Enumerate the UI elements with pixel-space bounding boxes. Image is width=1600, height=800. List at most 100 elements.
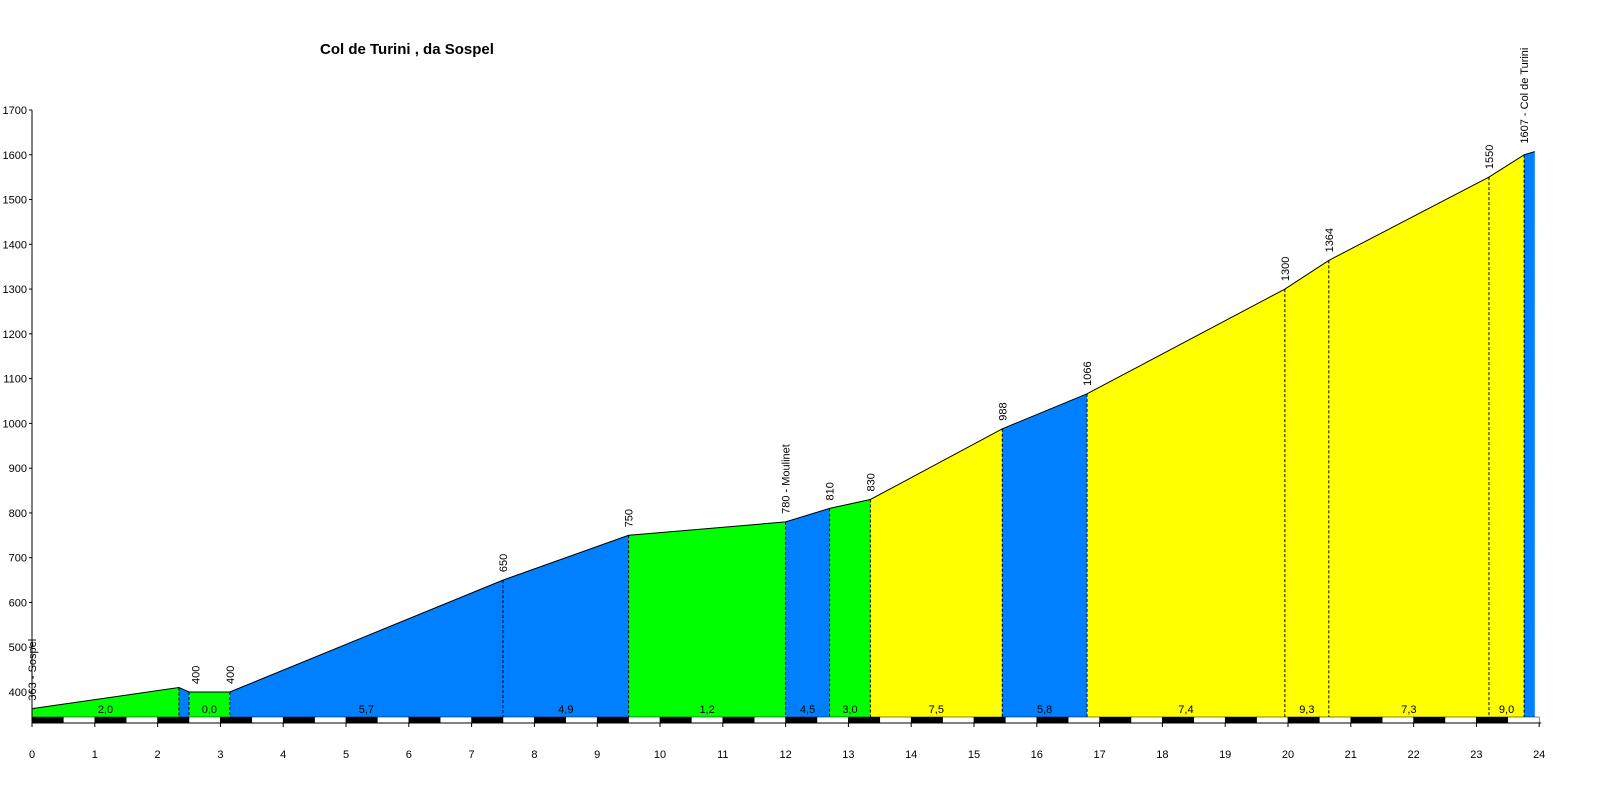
km-block — [973, 716, 1006, 724]
km-block — [439, 716, 472, 724]
x-tick-label: 10 — [654, 749, 666, 761]
segment-fill-1 — [178, 687, 189, 718]
segment-dividers — [178, 154, 1525, 718]
segment-fill-9 — [1002, 393, 1088, 718]
km-block — [408, 716, 441, 724]
km-block — [534, 716, 567, 724]
km-scale-bar — [31, 716, 1540, 724]
x-tick-label: 23 — [1470, 749, 1482, 761]
x-tick-label: 19 — [1219, 749, 1231, 761]
km-block — [188, 716, 221, 724]
km-block — [1256, 716, 1289, 724]
x-tick-label: 6 — [406, 749, 412, 761]
km-block — [282, 716, 315, 724]
gradient-label: 9,0 — [1499, 704, 1514, 716]
segment-fill-12 — [1328, 177, 1489, 719]
elevation-label: 1607 - Col de Turini — [1519, 48, 1531, 144]
x-tick-label: 17 — [1093, 749, 1105, 761]
km-block — [1099, 716, 1132, 724]
elevation-label: 1066 — [1082, 361, 1094, 385]
gradient-label: 4,9 — [558, 704, 573, 716]
gradient-labels: 2,0 0,0 5,7 4,9 1,2 4,5 3,0 7,5 5,8 7,4 9,3 7,3 9,0 — [98, 704, 1514, 716]
km-block — [1413, 716, 1446, 724]
gradient-label: 1,2 — [699, 704, 714, 716]
elevation-label: 1364 — [1324, 228, 1336, 252]
km-block — [691, 716, 724, 724]
km-block — [377, 716, 410, 724]
km-block — [1444, 716, 1477, 724]
km-block — [785, 716, 818, 724]
km-block — [816, 716, 849, 724]
y-tick-label: 1700 — [3, 105, 27, 117]
km-block — [753, 716, 786, 724]
km-block — [910, 716, 943, 724]
x-tick-label: 16 — [1031, 749, 1043, 761]
segment-fill-13 — [1488, 154, 1525, 719]
km-block — [565, 716, 598, 724]
x-tick-label: 11 — [717, 749, 728, 761]
x-tick-label: 18 — [1156, 749, 1168, 761]
elevation-label: 400 — [190, 666, 202, 684]
axes: 4005006007008009001000110012001300140015… — [3, 105, 1546, 761]
km-block — [502, 716, 535, 724]
km-block — [628, 716, 661, 724]
y-tick-label: 1100 — [3, 374, 27, 386]
x-tick-label: 9 — [594, 749, 600, 761]
y-tick-label: 1400 — [3, 239, 27, 251]
x-tick-label: 3 — [217, 749, 223, 761]
x-tick-label: 14 — [905, 749, 917, 761]
km-block — [94, 716, 127, 724]
gradient-label: 7,3 — [1401, 704, 1416, 716]
y-tick-label: 1300 — [3, 284, 27, 296]
km-block — [1162, 716, 1195, 724]
km-block — [1067, 716, 1100, 724]
km-block — [659, 716, 692, 724]
y-tick-label: 1500 — [3, 195, 27, 207]
km-block — [1036, 716, 1069, 724]
elevation-label: 988 — [997, 402, 1009, 420]
elevation-label: 830 — [865, 473, 877, 491]
x-tick-label: 4 — [280, 749, 286, 761]
elevation-label: 1550 — [1484, 145, 1496, 169]
segment-fill-8 — [870, 428, 1003, 718]
x-tick-label: 12 — [779, 749, 791, 761]
x-tick-label: 7 — [469, 749, 475, 761]
gradient-label: 9,3 — [1299, 704, 1314, 716]
segment-fill-6 — [785, 508, 830, 718]
x-tick-label: 22 — [1407, 749, 1419, 761]
chart-title: Col de Turini , da Sospel — [320, 41, 494, 58]
km-block — [63, 716, 96, 724]
km-block — [157, 716, 190, 724]
km-block — [596, 716, 629, 724]
gradient-label: 7,4 — [1178, 704, 1193, 716]
km-block — [1130, 716, 1163, 724]
elevation-label: 363 - Sospel — [27, 639, 39, 701]
segment-fill-5 — [628, 521, 786, 718]
profile-line-group — [31, 151, 1535, 710]
km-block — [251, 716, 284, 724]
gradient-label: 5,8 — [1037, 704, 1052, 716]
km-block — [31, 716, 64, 724]
km-block — [1319, 716, 1352, 724]
x-tick-label: 15 — [968, 749, 980, 761]
gradient-label: 3,0 — [842, 704, 857, 716]
gradient-label: 2,0 — [98, 704, 113, 716]
km-block — [345, 716, 378, 724]
km-block — [1476, 716, 1509, 724]
km-block — [1350, 716, 1383, 724]
x-tick-label: 8 — [531, 749, 537, 761]
gradient-label: 0,0 — [202, 704, 217, 716]
x-tick-label: 0 — [29, 749, 35, 761]
km-block — [722, 716, 755, 724]
segment-fill-14 — [1524, 151, 1535, 719]
km-block — [314, 716, 347, 724]
elevation-label: 1300 — [1280, 257, 1292, 281]
y-tick-label: 800 — [9, 508, 27, 520]
elevation-label: 400 — [225, 666, 237, 684]
segment-fills — [32, 151, 1535, 719]
km-block — [848, 716, 881, 724]
y-tick-label: 500 — [9, 642, 27, 654]
segment-fill-3 — [229, 580, 504, 718]
km-block — [1287, 716, 1320, 724]
